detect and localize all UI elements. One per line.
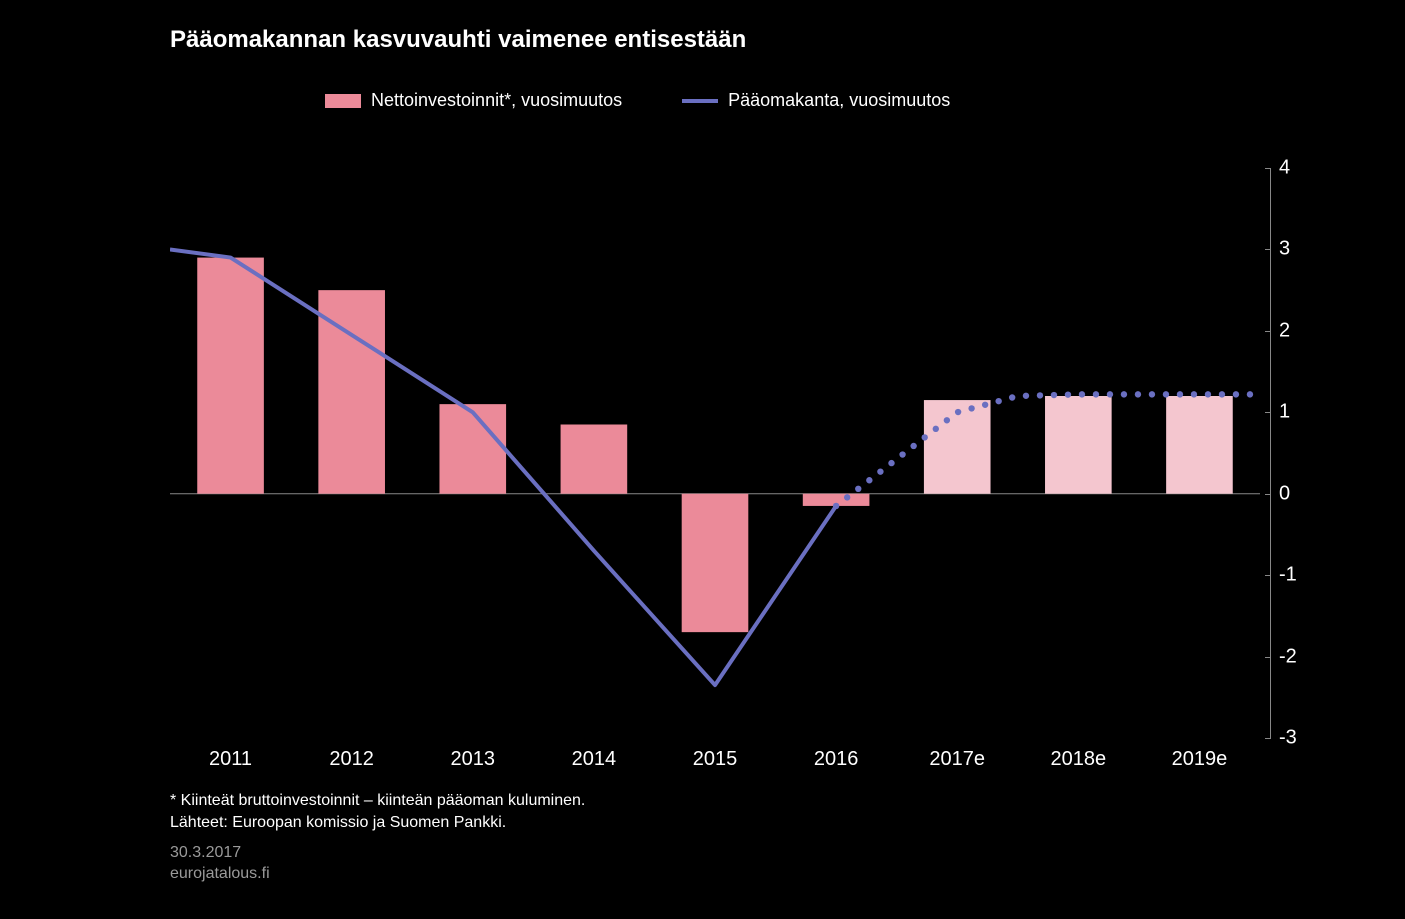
line-forecast-dot [982, 402, 988, 408]
legend-swatch-line [682, 99, 718, 103]
x-tick-label: 2014 [533, 748, 654, 771]
y-tick-label: -2 [1279, 645, 1297, 668]
line-forecast-dot [888, 460, 894, 466]
bar [561, 425, 628, 494]
line-forecast-dot [922, 434, 928, 440]
line-forecast-dot [1177, 391, 1183, 397]
line-forecast-dot [1149, 391, 1155, 397]
y-tick-label: 2 [1279, 319, 1290, 342]
x-tick-label: 2017e [897, 748, 1018, 771]
line-forecast-dot [844, 494, 850, 500]
x-tick-label: 2019e [1139, 748, 1260, 771]
legend-item-line: Pääomakanta, vuosimuutos [682, 90, 950, 111]
line-forecast-dot [944, 417, 950, 423]
line-forecast-dot [1051, 392, 1057, 398]
line-forecast-dot [1163, 391, 1169, 397]
sources-text: Lähteet: Euroopan komissio ja Suomen Pan… [170, 812, 585, 834]
bar [1166, 396, 1233, 494]
line-forecast-dot [833, 503, 839, 509]
line-forecast-dot [1233, 391, 1239, 397]
x-tick-label: 2018e [1018, 748, 1139, 771]
bar [197, 258, 264, 494]
plot-svg [170, 168, 1260, 738]
x-tick-label: 2012 [291, 748, 412, 771]
legend-item-bar: Nettoinvestoinnit*, vuosimuutos [325, 90, 622, 111]
source-note: 30.3.2017 eurojatalous.fi [170, 843, 270, 885]
chart-container: Pääomakannan kasvuvauhti vaimenee entise… [0, 0, 1405, 919]
x-axis-labels: 2011201220132014201520162017e2018e2019e [170, 748, 1260, 771]
line-forecast-dot [1037, 392, 1043, 398]
bar [1045, 396, 1112, 494]
line-forecast-dot [1079, 391, 1085, 397]
y-tick-label: 4 [1279, 157, 1290, 180]
line-forecast-dot [855, 486, 861, 492]
legend-label-bar: Nettoinvestoinnit*, vuosimuutos [371, 90, 622, 111]
line-forecast-dot [877, 468, 883, 474]
x-tick-label: 2013 [412, 748, 533, 771]
y-tick-label: 3 [1279, 238, 1290, 261]
line-forecast-dot [1065, 391, 1071, 397]
legend-label-line: Pääomakanta, vuosimuutos [728, 90, 950, 111]
line-forecast-dot [995, 398, 1001, 404]
y-tick-label: 1 [1279, 401, 1290, 424]
line-forecast-dot [955, 409, 961, 415]
y-axis-right: 43210-1-2-3 [1270, 168, 1331, 738]
bar [439, 404, 506, 494]
y-tick-label: -1 [1279, 564, 1297, 587]
legend-swatch-bar [325, 94, 361, 108]
site-line: eurojatalous.fi [170, 864, 270, 885]
line-forecast-dot [899, 451, 905, 457]
line-forecast-dot [968, 405, 974, 411]
line-forecast-dot [1023, 393, 1029, 399]
footnote-text: * Kiinteät bruttoinvestoinnit – kiinteän… [170, 790, 585, 812]
line-forecast-dot [1205, 391, 1211, 397]
line-forecast-dot [1135, 391, 1141, 397]
y-tick-label: 0 [1279, 482, 1290, 505]
line-forecast-dot [910, 443, 916, 449]
footnote: * Kiinteät bruttoinvestoinnit – kiinteän… [170, 790, 585, 835]
legend: Nettoinvestoinnit*, vuosimuutos Pääomaka… [325, 90, 950, 111]
line-forecast-dot [1121, 391, 1127, 397]
bar [682, 494, 749, 632]
line-forecast-dot [1009, 394, 1015, 400]
line-forecast-dot [1191, 391, 1197, 397]
line-forecast-dot [1093, 391, 1099, 397]
x-tick-label: 2015 [654, 748, 775, 771]
line-forecast-dot [866, 477, 872, 483]
line-forecast-dot [1219, 391, 1225, 397]
chart-title: Pääomakannan kasvuvauhti vaimenee entise… [170, 26, 746, 54]
x-tick-label: 2016 [776, 748, 897, 771]
line-forecast-dot [1107, 391, 1113, 397]
line-forecast-dot [1247, 391, 1253, 397]
date-line: 30.3.2017 [170, 843, 270, 864]
y-tick-label: -3 [1279, 727, 1297, 750]
line-forecast-dot [933, 426, 939, 432]
plot-area [170, 168, 1260, 738]
x-tick-label: 2011 [170, 748, 291, 771]
